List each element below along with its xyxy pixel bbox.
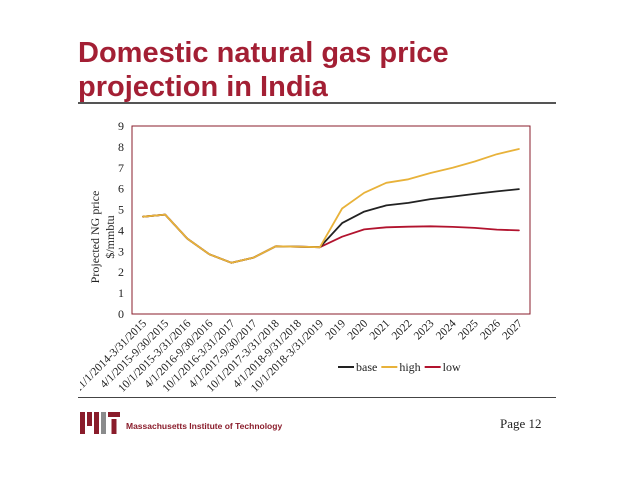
x-tick-label: 2019 bbox=[323, 317, 348, 342]
y-axis-title: Projected NG price $/mmbtu bbox=[88, 191, 117, 284]
slide-title-line1: Domestic natural gas price bbox=[78, 37, 449, 69]
x-tick-label: 2022 bbox=[390, 317, 415, 342]
y-tick-label: 1 bbox=[118, 286, 124, 300]
y-axis-title-line2: $/mmbtu bbox=[103, 215, 117, 258]
x-tick-label: 2026 bbox=[478, 317, 503, 342]
plot-area-frame bbox=[131, 125, 531, 315]
x-tick-label: 2023 bbox=[412, 317, 437, 342]
y-tick-label: 3 bbox=[118, 244, 124, 258]
title-divider bbox=[78, 102, 556, 104]
y-tick-label: 6 bbox=[118, 182, 124, 196]
series-line-base bbox=[142, 188, 520, 264]
y-tick-label: 4 bbox=[118, 223, 124, 237]
mit-logo: Massachusetts Institute of Technology bbox=[80, 410, 283, 438]
footer-divider bbox=[78, 397, 556, 398]
y-tick-label: 8 bbox=[118, 140, 124, 154]
chart-legend: base high low bbox=[338, 360, 461, 374]
x-axis-ticks: 11/1/2014-3/31/20154/1/2015-9/30/201510/… bbox=[80, 317, 525, 394]
y-tick-label: 9 bbox=[118, 119, 124, 133]
y-tick-label: 5 bbox=[118, 203, 124, 217]
legend-label-low: low bbox=[443, 360, 461, 374]
legend-label-base: base bbox=[356, 360, 377, 374]
series-line-low bbox=[142, 213, 520, 264]
series-line-high bbox=[142, 148, 520, 264]
page-number: Page 12 bbox=[500, 416, 542, 431]
slide-title: Domestic natural gas price projection in… bbox=[78, 36, 598, 104]
y-tick-label: 0 bbox=[118, 307, 124, 321]
institution-name: Massachusetts Institute of Technology bbox=[126, 421, 283, 431]
x-tick-label: 2027 bbox=[500, 317, 525, 342]
legend-label-high: high bbox=[399, 360, 420, 374]
y-tick-label: 2 bbox=[118, 265, 124, 279]
x-tick-label: 2020 bbox=[346, 317, 371, 342]
x-tick-label: 2021 bbox=[368, 317, 393, 342]
x-tick-label: 2025 bbox=[456, 317, 481, 342]
x-tick-label: 2024 bbox=[434, 317, 459, 342]
slide-title-line2: projection in India bbox=[78, 71, 328, 103]
y-axis-ticks: 0 1 2 3 4 5 6 7 8 9 bbox=[118, 119, 124, 321]
price-projection-chart: Projected NG price $/mmbtu 0 1 2 3 4 5 6 7 8 9 11… bbox=[80, 119, 531, 395]
series-lines bbox=[142, 148, 520, 264]
mit-logo-mark bbox=[80, 412, 120, 434]
y-tick-label: 7 bbox=[118, 161, 124, 175]
y-axis-title-line1: Projected NG price bbox=[88, 191, 102, 284]
